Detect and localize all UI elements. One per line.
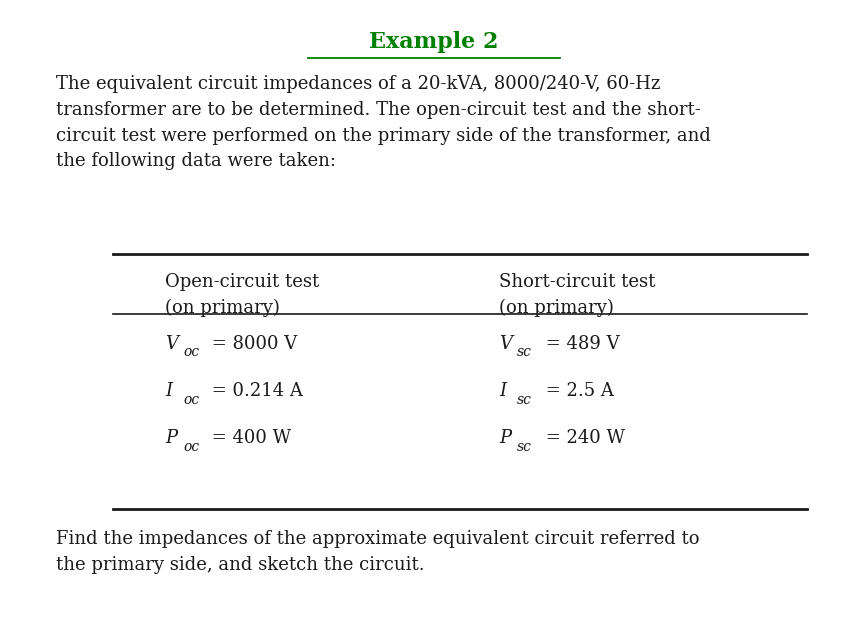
Text: oc: oc: [183, 393, 200, 406]
Text: I: I: [499, 382, 506, 401]
Text: Example 2: Example 2: [369, 31, 499, 53]
Text: sc: sc: [517, 393, 532, 406]
Text: I: I: [165, 382, 172, 401]
Text: = 489 V: = 489 V: [540, 335, 620, 354]
Text: V: V: [499, 335, 512, 354]
Text: oc: oc: [183, 345, 200, 359]
Text: Short-circuit test
(on primary): Short-circuit test (on primary): [499, 273, 655, 317]
Text: sc: sc: [517, 345, 532, 359]
Text: = 400 W: = 400 W: [206, 429, 291, 448]
Text: V: V: [165, 335, 178, 354]
Text: The equivalent circuit impedances of a 20-kVA, 8000/240-V, 60-Hz
transformer are: The equivalent circuit impedances of a 2…: [56, 75, 711, 171]
Text: oc: oc: [183, 440, 200, 453]
Text: = 2.5 A: = 2.5 A: [540, 382, 614, 401]
Text: = 240 W: = 240 W: [540, 429, 625, 448]
Text: P: P: [165, 429, 177, 448]
Text: P: P: [499, 429, 511, 448]
Text: sc: sc: [517, 440, 532, 453]
Text: Open-circuit test
(on primary): Open-circuit test (on primary): [165, 273, 319, 317]
Text: = 0.214 A: = 0.214 A: [206, 382, 303, 401]
Text: Find the impedances of the approximate equivalent circuit referred to
the primar: Find the impedances of the approximate e…: [56, 530, 700, 574]
Text: = 8000 V: = 8000 V: [206, 335, 297, 354]
